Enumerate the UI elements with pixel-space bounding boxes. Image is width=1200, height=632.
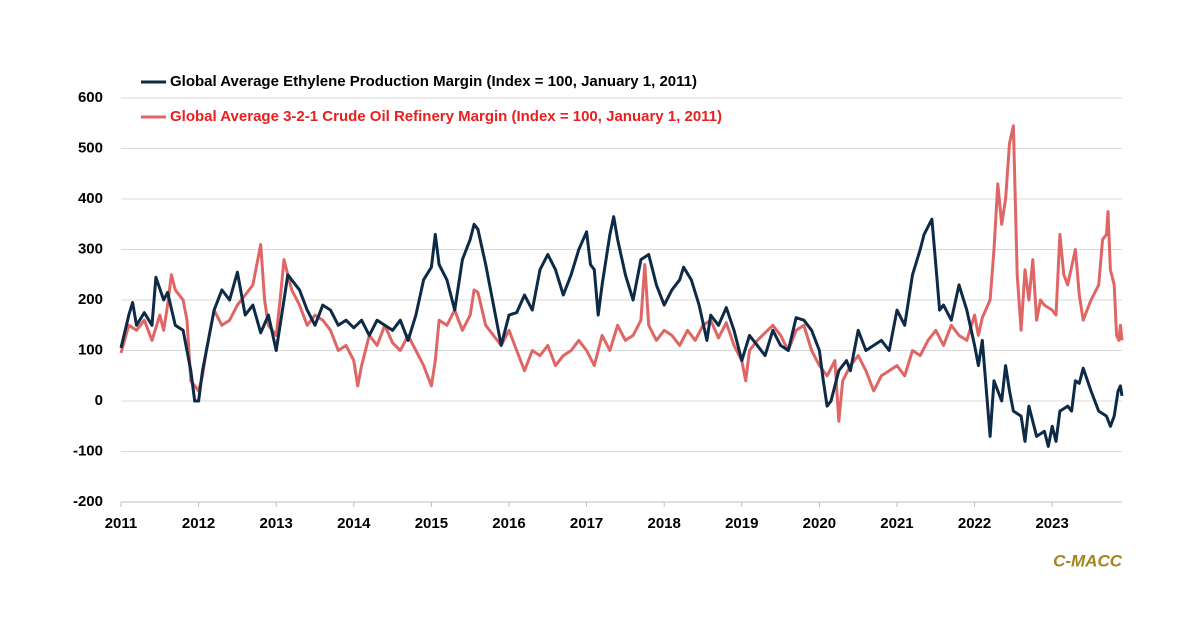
y-tick-label: 300 (78, 240, 103, 257)
y-tick-label: 600 (78, 89, 103, 106)
x-tick-label: 2017 (570, 515, 603, 532)
x-tick-label: 2012 (182, 515, 215, 532)
series-line (119, 124, 1124, 423)
x-tick-label: 2023 (1035, 515, 1068, 532)
y-tick-label: -200 (73, 493, 103, 510)
x-tick-label: 2021 (880, 515, 913, 532)
x-tick-label: 2019 (725, 515, 758, 532)
x-tick-label: 2015 (415, 515, 448, 532)
y-tick-label: 100 (78, 341, 103, 358)
x-tick-label: 2020 (803, 515, 836, 532)
x-tick-label: 2011 (105, 515, 138, 532)
legend-label: Global Average Ethylene Production Margi… (170, 73, 697, 90)
x-tick-label: 2014 (337, 515, 371, 532)
y-tick-label: 0 (95, 392, 103, 409)
y-tick-label: 200 (78, 291, 103, 308)
y-tick-label: -100 (73, 442, 103, 459)
x-tick-label: 2016 (492, 515, 525, 532)
x-tick-label: 2022 (958, 515, 991, 532)
x-tick-label: 2013 (260, 515, 293, 532)
x-tick-label: 2018 (647, 515, 680, 532)
source: C-MACC (1053, 551, 1123, 570)
y-tick-label: 500 (78, 139, 103, 156)
legend-label: Global Average 3-2-1 Crude Oil Refinery … (170, 108, 722, 125)
series-line (119, 215, 1124, 448)
y-tick-label: 400 (78, 190, 103, 207)
